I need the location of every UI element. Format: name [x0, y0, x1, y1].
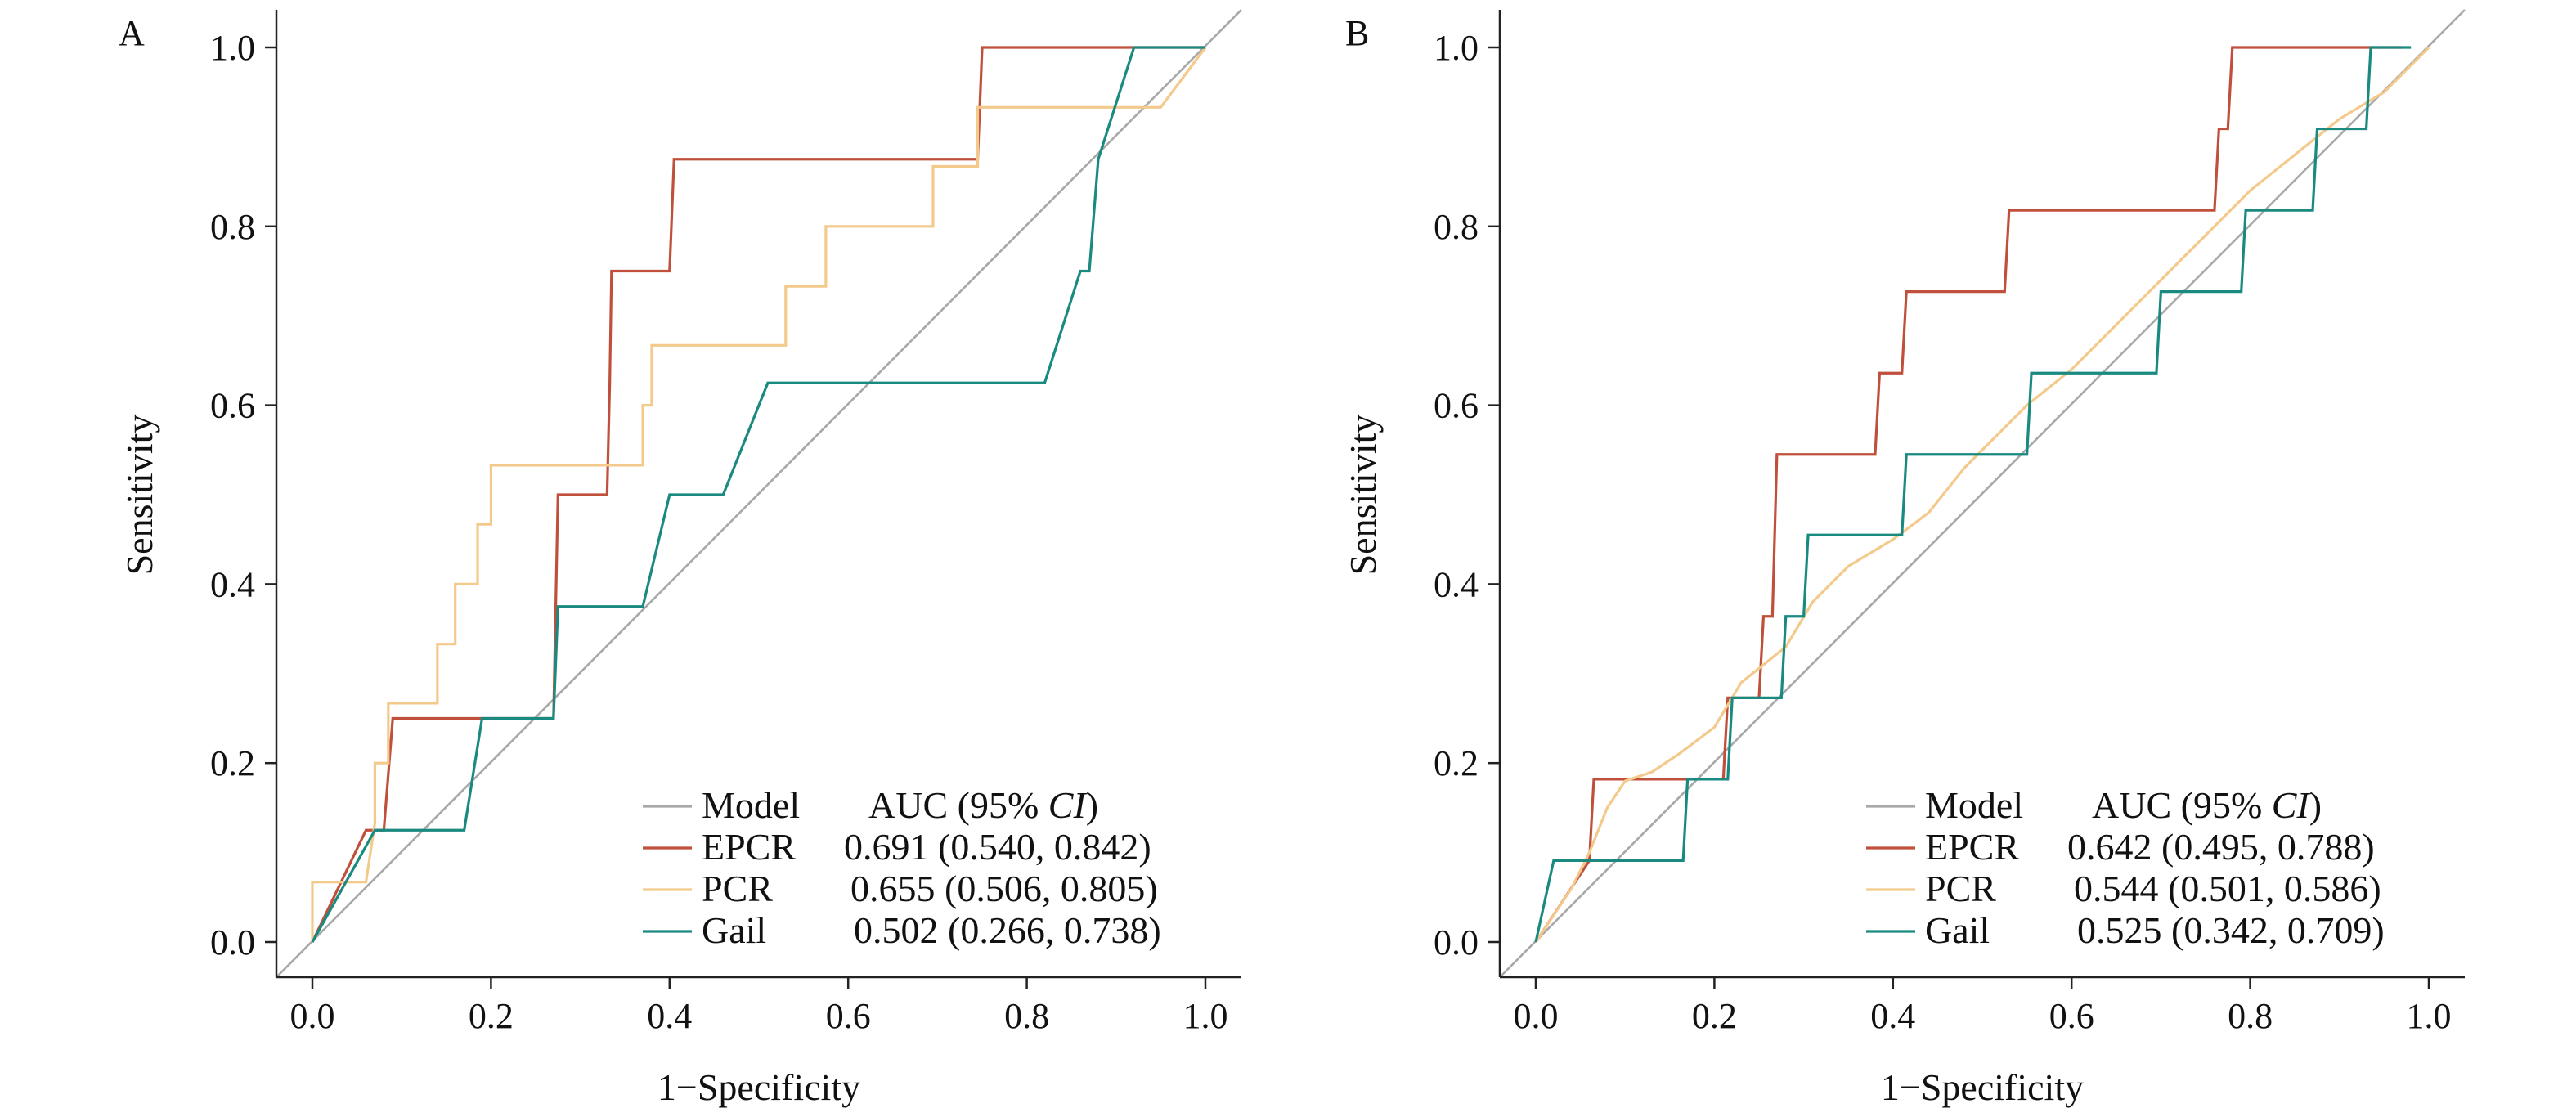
panel-a-legend-header-auc: AUC (95% CI): [868, 784, 1098, 826]
panel-b-legend: Model AUC (95% CI) EPCR 0.642 (0.495, 0.788…: [1866, 784, 2385, 951]
panel-a-legend-epcr-name: EPCR: [702, 826, 796, 868]
panel-b-y-tick-label: 0.2: [1434, 743, 1479, 783]
panel-a-y-tick-label: 0.2: [210, 743, 255, 783]
panel-b-x-tick-label: 0.4: [1870, 996, 1915, 1036]
panel-b-y-tick-label: 0.0: [1434, 922, 1479, 962]
panel-a-y-tick-label: 0.0: [210, 922, 255, 962]
panel-b-roc-epcr: [1534, 46, 2403, 943]
panel-a-y-tick-label: 1.0: [210, 28, 255, 68]
panel-a-legend-gail-name: Gail: [702, 909, 766, 951]
panel-b-legend-gail-auc: 0.525 (0.342, 0.709): [2077, 909, 2385, 951]
panel-a-y-title: Sensitivity: [119, 415, 160, 576]
panel-b: B 0.0 0.2 0.4 0.6 0.8 1.0 0.0 0.2 0.4 0.6 0.8 1.0 1−S…: [1342, 9, 2466, 1108]
panel-b-x-tick-label: 0.6: [2049, 996, 2094, 1036]
panel-b-x-tick-label: 1.0: [2407, 996, 2452, 1036]
panel-b-y-tick-label: 0.4: [1434, 564, 1479, 604]
panel-a-y-tick-label: 0.6: [210, 386, 255, 426]
panel-a-legend-pcr-auc: 0.655 (0.506, 0.805): [850, 868, 1158, 909]
panel-a-x-tick-label: 1.0: [1183, 996, 1228, 1036]
panel-b-reference-line: [1499, 9, 2466, 978]
panel-a-y-tick-label: 0.8: [210, 207, 255, 247]
panel-b-letter: B: [1345, 13, 1369, 53]
panel-b-legend-epcr-name: EPCR: [1925, 826, 2019, 868]
panel-a-letter: A: [119, 13, 145, 53]
panel-a-roc-epcr: [311, 46, 1205, 943]
panel-a-x-title: 1−Specificity: [657, 1066, 860, 1108]
panel-b-legend-pcr-auc: 0.544 (0.501, 0.586): [2074, 868, 2381, 909]
panel-b-x-title: 1−Specificity: [1881, 1066, 2084, 1108]
panel-b-roc-pcr: [1534, 46, 2430, 943]
panel-a-x-tick-label: 0.4: [647, 996, 692, 1036]
panel-a-x-tick-label: 0.2: [469, 996, 514, 1036]
panel-a-x-tick-label: 0.8: [1004, 996, 1049, 1036]
panel-b-roc-gail: [1534, 46, 2412, 943]
panel-b-legend-epcr-auc: 0.642 (0.495, 0.788): [2067, 826, 2375, 868]
panel-b-legend-header-model: Model: [1925, 784, 2023, 826]
panel-a-legend-pcr-name: PCR: [702, 868, 773, 909]
panel-a-roc-gail: [311, 46, 1205, 943]
panel-a-x-tick-label: 0.0: [290, 996, 335, 1036]
panel-a-legend-gail-auc: 0.502 (0.266, 0.738): [854, 909, 1161, 951]
panel-a: A 0.0 0.2 0.4 0.6 0.8 1.0 0.0 0.2 0.4 0.6 0.8 1.0 1−S…: [119, 9, 1242, 1108]
panel-b-y-tick-label: 0.6: [1434, 386, 1479, 426]
panel-a-x-tick-label: 0.6: [826, 996, 871, 1036]
panel-a-roc-pcr: [311, 47, 1207, 942]
panel-b-y-title: Sensitivity: [1342, 415, 1384, 576]
panel-a-legend-header-model: Model: [702, 784, 800, 826]
panel-b-legend-gail-name: Gail: [1925, 909, 1990, 951]
panel-b-legend-header-auc: AUC (95% CI): [2092, 784, 2322, 826]
panel-b-y-tick-label: 1.0: [1434, 28, 1479, 68]
panel-b-x-tick-label: 0.0: [1514, 996, 1559, 1036]
panel-a-reference-line: [276, 9, 1242, 978]
panel-b-y-tick-label: 0.8: [1434, 207, 1479, 247]
panel-a-legend: Model AUC (95% CI) EPCR 0.691 (0.540, 0.842…: [643, 784, 1161, 951]
panel-a-y-tick-label: 0.4: [210, 564, 255, 604]
panel-b-legend-pcr-name: PCR: [1925, 868, 1996, 909]
panel-a-legend-epcr-auc: 0.691 (0.540, 0.842): [844, 826, 1151, 868]
panel-b-x-tick-label: 0.2: [1692, 996, 1737, 1036]
panel-b-x-tick-label: 0.8: [2228, 996, 2273, 1036]
